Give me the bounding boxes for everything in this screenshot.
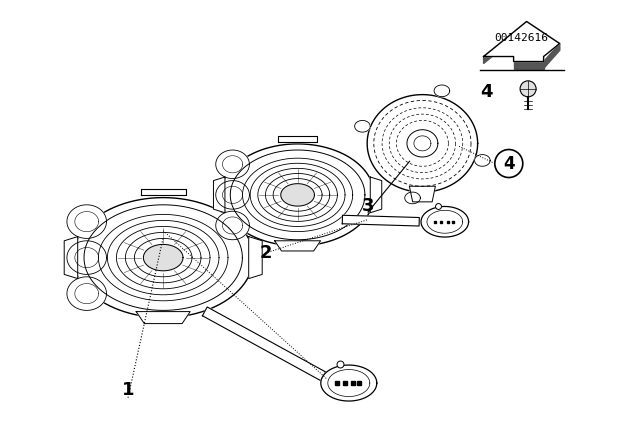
Polygon shape (484, 22, 559, 61)
Text: 4: 4 (503, 155, 515, 172)
Polygon shape (342, 215, 419, 226)
Polygon shape (108, 220, 219, 295)
Polygon shape (278, 136, 317, 142)
Polygon shape (216, 211, 250, 240)
Polygon shape (116, 226, 210, 289)
Polygon shape (243, 158, 353, 232)
Polygon shape (484, 43, 500, 64)
Polygon shape (321, 365, 377, 401)
Polygon shape (275, 241, 321, 251)
Polygon shape (250, 163, 345, 227)
Polygon shape (407, 130, 438, 157)
Polygon shape (249, 237, 262, 279)
Text: 2: 2 (259, 244, 272, 262)
Polygon shape (73, 198, 253, 318)
Circle shape (520, 81, 536, 97)
Polygon shape (266, 173, 330, 216)
Polygon shape (410, 186, 435, 202)
Polygon shape (214, 177, 225, 213)
Polygon shape (500, 22, 527, 51)
Polygon shape (371, 177, 381, 213)
Polygon shape (67, 241, 106, 274)
Polygon shape (99, 215, 228, 301)
Polygon shape (64, 237, 77, 279)
Polygon shape (143, 245, 183, 271)
Polygon shape (543, 43, 559, 69)
Polygon shape (216, 150, 250, 179)
Text: 3: 3 (362, 197, 374, 215)
Text: 1: 1 (122, 381, 134, 399)
Text: 00142616: 00142616 (495, 33, 548, 43)
Polygon shape (216, 181, 250, 209)
Polygon shape (134, 238, 192, 277)
Polygon shape (136, 312, 190, 323)
Polygon shape (202, 307, 326, 381)
Polygon shape (125, 233, 201, 283)
Polygon shape (141, 189, 186, 195)
Polygon shape (67, 205, 106, 238)
Polygon shape (273, 179, 322, 211)
Text: 4: 4 (480, 83, 493, 101)
Polygon shape (527, 22, 559, 51)
Polygon shape (404, 192, 420, 204)
Polygon shape (67, 277, 106, 310)
Polygon shape (355, 121, 370, 132)
Polygon shape (367, 95, 477, 192)
Polygon shape (221, 144, 374, 246)
Polygon shape (421, 207, 468, 237)
Polygon shape (281, 184, 314, 206)
Polygon shape (513, 61, 543, 69)
Polygon shape (475, 155, 490, 166)
Polygon shape (258, 168, 337, 221)
Polygon shape (434, 85, 450, 97)
